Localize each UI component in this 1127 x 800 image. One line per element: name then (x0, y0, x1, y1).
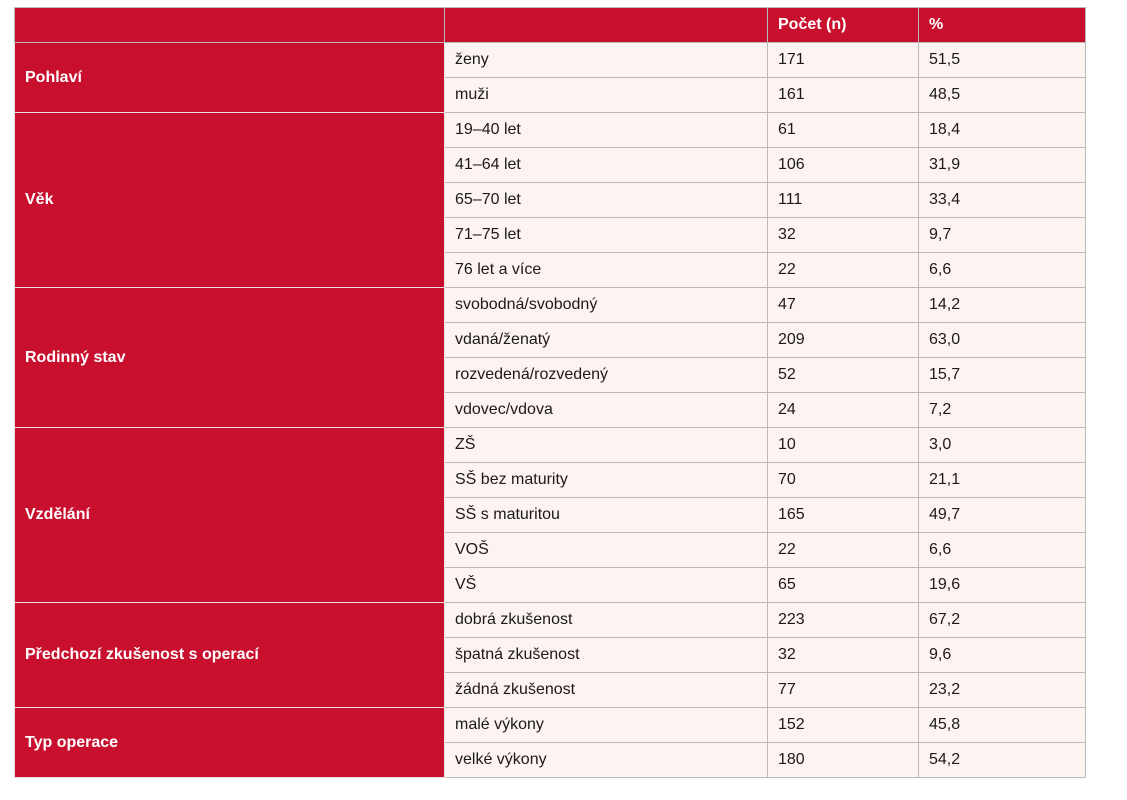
table-row: velké výkony 180 54,2 (15, 742, 1086, 778)
table-body: Počet (n) % Pohlaví ženy 171 51,5 muži 161 48,… (14, 7, 1086, 778)
category-cell: SŠ s maturitou (444, 497, 768, 533)
percent-cell: 67,2 (918, 602, 1086, 638)
category-cell: ZŠ (444, 427, 768, 463)
percent-cell: 51,5 (918, 42, 1086, 78)
category-cell: ženy (444, 42, 768, 78)
table-row: žádná zkušenost 77 23,2 (15, 672, 1086, 708)
percent-cell: 21,1 (918, 462, 1086, 498)
percent-cell: 15,7 (918, 357, 1086, 393)
category-cell: 71–75 let (444, 217, 768, 253)
count-cell: 24 (767, 392, 919, 428)
table-row: Rodinný stav svobodná/svobodný 47 14,2 (14, 287, 1086, 428)
category-cell: 65–70 let (444, 182, 768, 218)
header-cell-group (14, 7, 445, 43)
group-label: Typ operace (14, 707, 445, 778)
percent-cell: 6,6 (918, 532, 1086, 568)
percent-cell: 45,8 (918, 707, 1086, 743)
count-cell: 209 (767, 322, 919, 358)
category-cell: velké výkony (444, 742, 768, 778)
category-cell: žádná zkušenost (444, 672, 768, 708)
percent-cell: 14,2 (918, 287, 1086, 323)
percent-cell: 63,0 (918, 322, 1086, 358)
table-row: Věk 19–40 let 61 18,4 (14, 112, 1086, 288)
category-cell: rozvedená/rozvedený (444, 357, 768, 393)
table-row: rozvedená/rozvedený 52 15,7 (15, 357, 1086, 393)
header-cell-count: Počet (n) (767, 7, 919, 43)
header-row: Počet (n) % (14, 7, 1086, 43)
count-cell: 22 (767, 532, 919, 568)
percent-cell: 9,7 (918, 217, 1086, 253)
percent-cell: 31,9 (918, 147, 1086, 183)
table-row: 65–70 let 111 33,4 (15, 182, 1086, 218)
category-cell: 76 let a více (444, 252, 768, 288)
percent-cell: 49,7 (918, 497, 1086, 533)
category-cell: dobrá zkušenost (444, 602, 768, 638)
table-row: muži 161 48,5 (15, 77, 1086, 113)
percent-cell: 23,2 (918, 672, 1086, 708)
category-cell: vdovec/vdova (444, 392, 768, 428)
count-cell: 47 (767, 287, 919, 323)
category-cell: VŠ (444, 567, 768, 603)
table-row: VOŠ 22 6,6 (15, 532, 1086, 568)
count-cell: 152 (767, 707, 919, 743)
group-label: Pohlaví (14, 42, 445, 113)
table-row: vdovec/vdova 24 7,2 (15, 392, 1086, 428)
table-row: VŠ 65 19,6 (15, 567, 1086, 603)
count-cell: 22 (767, 252, 919, 288)
group-label: Rodinný stav (14, 287, 445, 428)
table-row: Vzdělání ZŠ 10 3,0 (14, 427, 1086, 603)
table-row: špatná zkušenost 32 9,6 (15, 637, 1086, 673)
table-row: 71–75 let 32 9,7 (15, 217, 1086, 253)
header-cell-percent: % (918, 7, 1086, 43)
category-cell: svobodná/svobodný (444, 287, 768, 323)
group-label: Věk (14, 112, 445, 288)
count-cell: 106 (767, 147, 919, 183)
count-cell: 111 (767, 182, 919, 218)
table-row: vdaná/ženatý 209 63,0 (15, 322, 1086, 358)
count-cell: 223 (767, 602, 919, 638)
percent-cell: 33,4 (918, 182, 1086, 218)
category-cell: 19–40 let (444, 112, 768, 148)
table-row: SŠ bez maturity 70 21,1 (15, 462, 1086, 498)
count-cell: 61 (767, 112, 919, 148)
category-cell: malé výkony (444, 707, 768, 743)
category-cell: muži (444, 77, 768, 113)
table-row: Pohlaví ženy 171 51,5 (14, 42, 1086, 113)
count-cell: 52 (767, 357, 919, 393)
count-cell: 32 (767, 637, 919, 673)
category-cell: VOŠ (444, 532, 768, 568)
count-cell: 32 (767, 217, 919, 253)
percent-cell: 6,6 (918, 252, 1086, 288)
group-label: Předchozí zkušenost s operací (14, 602, 445, 708)
header-cell-category (444, 7, 768, 43)
table-row: Předchozí zkušenost s operací dobrá zkuše… (14, 602, 1086, 708)
count-cell: 165 (767, 497, 919, 533)
count-cell: 10 (767, 427, 919, 463)
count-cell: 180 (767, 742, 919, 778)
group-label: Vzdělání (14, 427, 445, 603)
count-cell: 161 (767, 77, 919, 113)
table-row: 76 let a více 22 6,6 (15, 252, 1086, 288)
percent-cell: 18,4 (918, 112, 1086, 148)
category-cell: SŠ bez maturity (444, 462, 768, 498)
count-cell: 65 (767, 567, 919, 603)
percent-cell: 19,6 (918, 567, 1086, 603)
demographics-table: Počet (n) % Pohlaví ženy 171 51,5 muži 161 48,… (14, 7, 1086, 778)
category-cell: špatná zkušenost (444, 637, 768, 673)
category-cell: vdaná/ženatý (444, 322, 768, 358)
count-cell: 171 (767, 42, 919, 78)
count-cell: 70 (767, 462, 919, 498)
percent-cell: 48,5 (918, 77, 1086, 113)
percent-cell: 7,2 (918, 392, 1086, 428)
percent-cell: 54,2 (918, 742, 1086, 778)
percent-cell: 3,0 (918, 427, 1086, 463)
table-row: Typ operace malé výkony 152 45,8 (14, 707, 1086, 778)
category-cell: 41–64 let (444, 147, 768, 183)
percent-cell: 9,6 (918, 637, 1086, 673)
count-cell: 77 (767, 672, 919, 708)
table-row: 41–64 let 106 31,9 (15, 147, 1086, 183)
